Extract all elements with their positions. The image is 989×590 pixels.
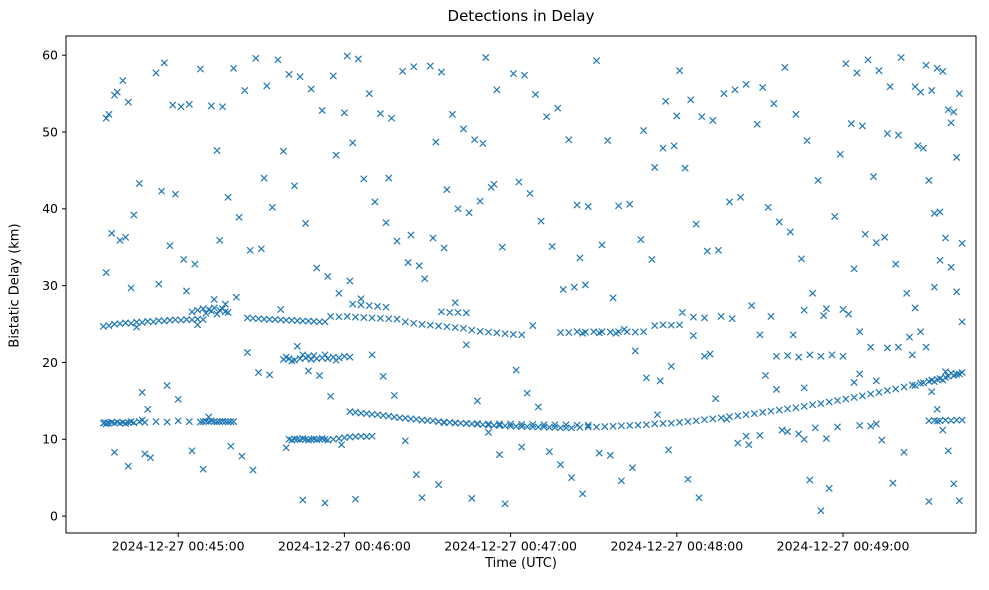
x-tick-label: 2024-12-27 00:47:00 — [444, 539, 577, 554]
x-tick-label: 2024-12-27 00:46:00 — [278, 539, 411, 554]
x-tick-label: 2024-12-27 00:49:00 — [777, 539, 910, 554]
y-tick-label: 0 — [50, 508, 58, 523]
axes-frame — [65, 35, 977, 534]
chart-title: Detections in Delay — [447, 7, 595, 25]
y-tick-label: 10 — [42, 432, 58, 447]
y-tick-label: 40 — [42, 201, 58, 216]
x-axis-label: Time (UTC) — [485, 556, 557, 571]
y-tick-label: 20 — [42, 355, 58, 370]
x-tick-label: 2024-12-27 00:48:00 — [610, 539, 743, 554]
y-tick-label: 30 — [42, 278, 58, 293]
x-tick-label: 2024-12-27 00:45:00 — [112, 539, 245, 554]
scatter-series-clutter — [102, 52, 966, 515]
scatter-series-track-low — [100, 369, 966, 444]
y-tick-label: 50 — [42, 124, 58, 139]
y-tick-label: 60 — [42, 48, 58, 63]
